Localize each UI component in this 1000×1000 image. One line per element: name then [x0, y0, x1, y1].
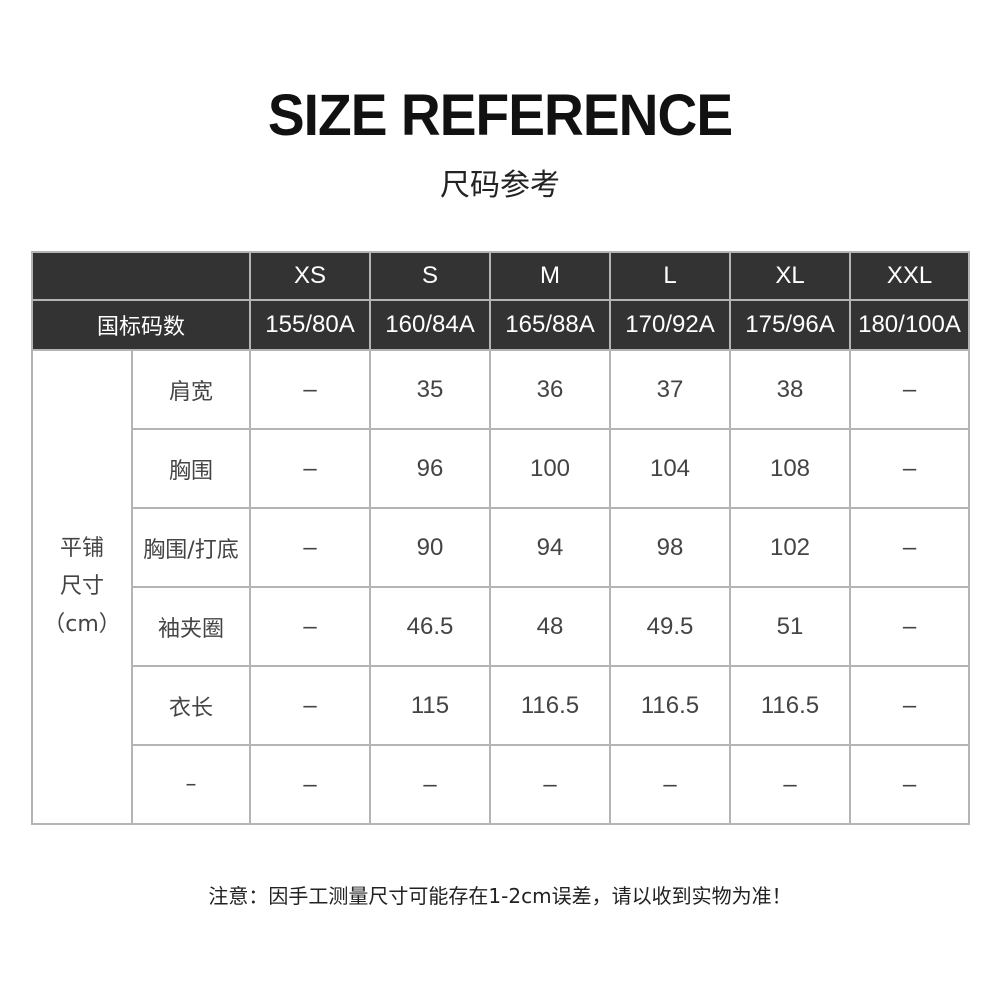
measurement-value: –: [849, 349, 970, 430]
size-header: L: [609, 251, 731, 301]
measurement-value: 49.5: [609, 586, 731, 667]
measurement-value: 35: [369, 349, 491, 430]
size-table: XS S M L XL XXL 国标码数 155/80A 160/84A 165/88A 170/9…: [31, 251, 970, 825]
group-label-line: 平铺: [59, 536, 104, 561]
measurement-value: 100: [489, 428, 611, 509]
measurement-value: 98: [609, 507, 731, 588]
measurement-value: 48: [489, 586, 611, 667]
measurement-value: 104: [609, 428, 731, 509]
measurement-value: 37: [609, 349, 731, 430]
size-header: XS: [249, 251, 371, 301]
measurement-value: 116.5: [609, 665, 731, 746]
measurement-value: 102: [729, 507, 851, 588]
measurement-value: 108: [729, 428, 851, 509]
measurement-value: –: [249, 665, 371, 746]
measurement-value: –: [609, 744, 731, 825]
size-header: M: [489, 251, 611, 301]
measurement-value: –: [849, 665, 970, 746]
measurement-value: –: [249, 349, 371, 430]
measurement-value: 51: [729, 586, 851, 667]
size-header: XL: [729, 251, 851, 301]
measurement-value: –: [729, 744, 851, 825]
measurement-value: 116.5: [489, 665, 611, 746]
national-size: 155/80A: [249, 299, 371, 351]
measurement-note: 注意：因手工测量尺寸可能存在1-2cm误差，请以收到实物为准！: [208, 884, 792, 908]
measurement-value: –: [849, 586, 970, 667]
group-label-line: 尺寸: [59, 574, 104, 599]
measurement-value: –: [249, 507, 371, 588]
group-label-line: （cm）: [43, 612, 121, 637]
measurement-value: –: [849, 428, 970, 509]
page-title: SIZE REFERENCE: [267, 83, 733, 148]
table-row: 衣长 –115 116.5 116.5 116.5–: [32, 665, 970, 746]
table-row: 平铺 尺寸 （cm） 肩宽 –35 36 37 38–: [31, 349, 970, 825]
measurement-value: 38: [729, 349, 851, 430]
measurement-value: –: [249, 744, 371, 825]
national-size: 160/84A: [369, 299, 491, 351]
measurement-value: –: [489, 744, 611, 825]
measurement-label: 胸围/打底: [131, 507, 251, 588]
measurement-value: –: [369, 744, 491, 825]
measurement-value: 46.5: [369, 586, 491, 667]
table-row: 胸围 –96 100 104 108–: [32, 428, 970, 509]
national-size-label: 国标码数: [31, 299, 251, 351]
national-size-row: 国标码数 155/80A 160/84A 165/88A 170/92A 175/96A 1…: [31, 299, 970, 351]
page-subtitle: 尺码参考: [440, 168, 560, 203]
national-size: 170/92A: [609, 299, 731, 351]
national-size: 180/100A: [849, 299, 970, 351]
header-corner: [31, 251, 251, 301]
measurement-value: –: [849, 507, 970, 588]
measurement-label: –: [131, 744, 251, 825]
measurement-label: 衣长: [131, 665, 251, 746]
flat-measurement-label: 平铺尺寸 （cm）: [31, 349, 133, 825]
measurement-label: 肩宽: [131, 349, 251, 430]
measurement-value: –: [249, 586, 371, 667]
measurement-value: 94: [489, 507, 611, 588]
measurement-value: 90: [369, 507, 491, 588]
measurement-value: –: [249, 428, 371, 509]
measurement-label: 胸围: [131, 428, 251, 509]
national-size: 165/88A: [489, 299, 611, 351]
measurement-value: 96: [369, 428, 491, 509]
measurement-value: 115: [369, 665, 491, 746]
size-header: XXL: [849, 251, 970, 301]
table-row: 袖夹圈 –46.5 48 49.5 51–: [32, 586, 970, 667]
table-row: 胸围/打底 –90 94 98 102–: [32, 507, 970, 588]
size-header: S: [369, 251, 491, 301]
table-row: – – – – – – –: [32, 744, 970, 825]
size-header-row: XS S M L XL XXL: [31, 251, 970, 301]
measurement-value: 116.5: [729, 665, 851, 746]
measurement-label: 袖夹圈: [131, 586, 251, 667]
measurement-value: –: [849, 744, 970, 825]
measurement-value: 36: [489, 349, 611, 430]
national-size: 175/96A: [729, 299, 851, 351]
